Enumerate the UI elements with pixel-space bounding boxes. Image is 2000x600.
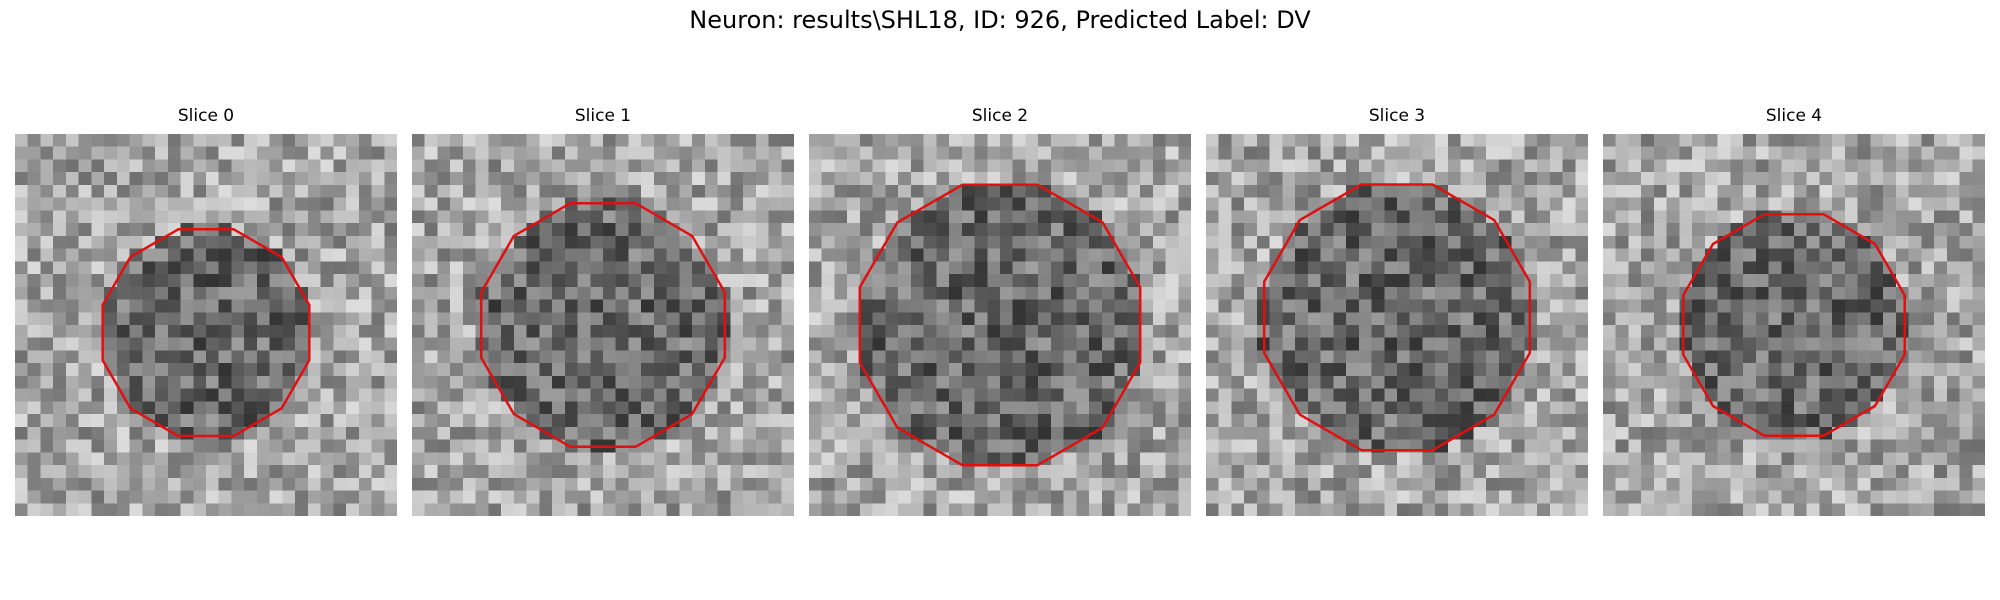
neuron-contour [1682,213,1906,437]
slice-title: Slice 3 [1368,106,1426,126]
neuron-contour [101,228,311,438]
slice-title: Slice 1 [574,106,632,126]
slice-image [1603,134,1985,516]
neuron-contour [1262,183,1532,452]
contour-outline [1682,213,1906,437]
contour-outline [858,183,1142,467]
slice-image [412,134,794,516]
slice-image [809,134,1191,516]
slice-image [1206,134,1588,516]
slice-title: Slice 0 [177,106,235,126]
neuron-contour [858,183,1142,467]
contour-outline [479,201,727,449]
slice-image [15,134,397,516]
slice-title: Slice 4 [1765,106,1823,126]
contour-outline [1262,183,1532,452]
figure-title: Neuron: results\SHL18, ID: 926, Predicte… [689,6,1311,34]
slice-title: Slice 2 [971,106,1029,126]
contour-outline [101,228,311,438]
neuron-contour [479,201,727,449]
